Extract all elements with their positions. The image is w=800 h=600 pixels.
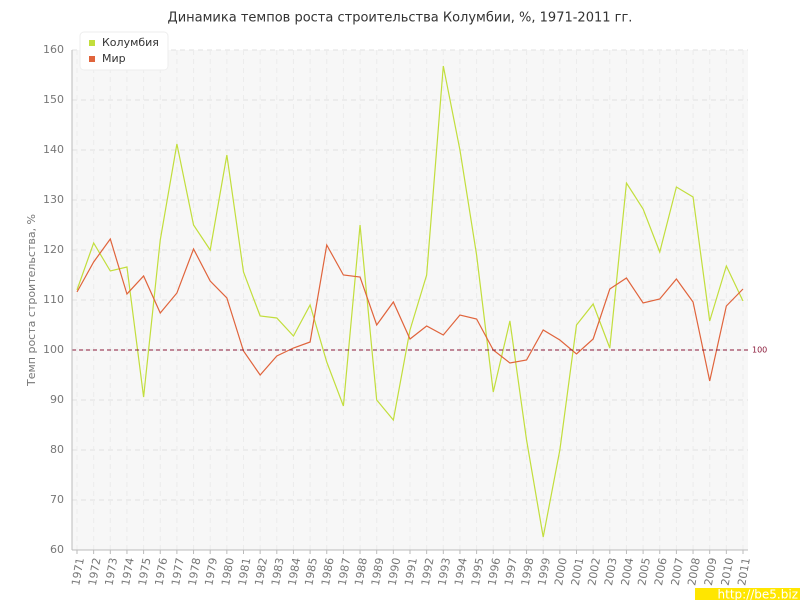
x-tick-label: 1976 [152, 557, 170, 587]
x-tick-label: 2006 [652, 557, 670, 587]
x-tick-label: 1988 [352, 557, 370, 587]
y-tick-label: 150 [43, 93, 64, 106]
x-tick-label: 2010 [719, 557, 737, 587]
reference-label: 100 [752, 346, 767, 355]
legend-swatch [89, 40, 95, 46]
x-tick-label: 1973 [103, 557, 121, 587]
x-tick-label: 1999 [535, 557, 553, 587]
legend-label: Мир [102, 52, 126, 65]
y-tick-label: 110 [43, 293, 64, 306]
y-tick-label: 80 [50, 443, 64, 456]
x-tick-label: 1980 [219, 557, 237, 587]
x-tick-label: 2005 [635, 557, 653, 587]
x-tick-label: 1998 [519, 557, 537, 587]
x-tick-label: 1972 [86, 557, 104, 587]
x-tick-label: 2001 [569, 557, 587, 587]
x-tick-label: 2008 [685, 557, 703, 587]
x-tick-label: 1974 [119, 557, 137, 587]
y-tick-label: 70 [50, 493, 64, 506]
x-tick-label: 1991 [402, 557, 420, 587]
x-tick-label: 1977 [169, 557, 187, 587]
series-line [76, 65, 744, 538]
x-tick-label: 2000 [552, 557, 570, 587]
x-tick-label: 2011 [735, 557, 753, 587]
y-tick-label: 90 [50, 393, 64, 406]
x-tick-label: 1992 [419, 557, 437, 587]
y-tick-label: 160 [43, 43, 64, 56]
x-tick-label: 1986 [319, 557, 337, 587]
watermark-bg [695, 588, 800, 600]
marks: 100 [72, 65, 767, 538]
x-tick-label: 1985 [302, 557, 320, 587]
x-tick-label: 1975 [136, 557, 154, 587]
x-tick-label: 1983 [269, 557, 287, 587]
chart-title: Динамика темпов роста строительства Колу… [168, 11, 633, 26]
legend: Колумбия Мир [79, 31, 169, 71]
legend-box [79, 31, 169, 71]
x-tick-label: 1978 [186, 557, 204, 587]
watermark: http://be5.biz [718, 588, 798, 600]
y-tick-label: 140 [43, 143, 64, 156]
x-tick-label: 2003 [602, 557, 620, 587]
x-tick-label: 1994 [452, 557, 470, 587]
x-tick-label: 1993 [436, 557, 454, 587]
x-tick-label: 2009 [702, 557, 720, 587]
y-tick-label: 130 [43, 193, 64, 206]
x-tick-label: 1989 [369, 557, 387, 587]
x-tick-label: 1971 [69, 557, 87, 587]
x-tick-label: 1982 [252, 557, 270, 587]
x-tick-label: 1981 [236, 557, 254, 587]
y-tick-label: 120 [43, 243, 64, 256]
x-tick-label: 1997 [502, 557, 520, 587]
y-tick-label: 100 [43, 343, 64, 356]
y-axis-label: Темп роста строительства, % [25, 214, 38, 387]
legend-label: Колумбия [102, 36, 159, 49]
series-line [76, 237, 744, 382]
x-tick-label: 1987 [336, 557, 354, 587]
legend-swatch [89, 56, 95, 62]
x-tick-label: 1979 [202, 557, 220, 587]
x-tick-label: 1995 [469, 557, 487, 587]
x-tick-label: 2002 [585, 557, 603, 587]
x-tick-label: 1984 [286, 557, 304, 587]
x-tick-label: 1996 [485, 557, 503, 587]
x-tick-label: 2004 [619, 557, 637, 587]
x-tick-label: 1990 [386, 557, 404, 587]
y-tick-label: 60 [50, 543, 64, 556]
x-tick-label: 2007 [669, 557, 687, 587]
